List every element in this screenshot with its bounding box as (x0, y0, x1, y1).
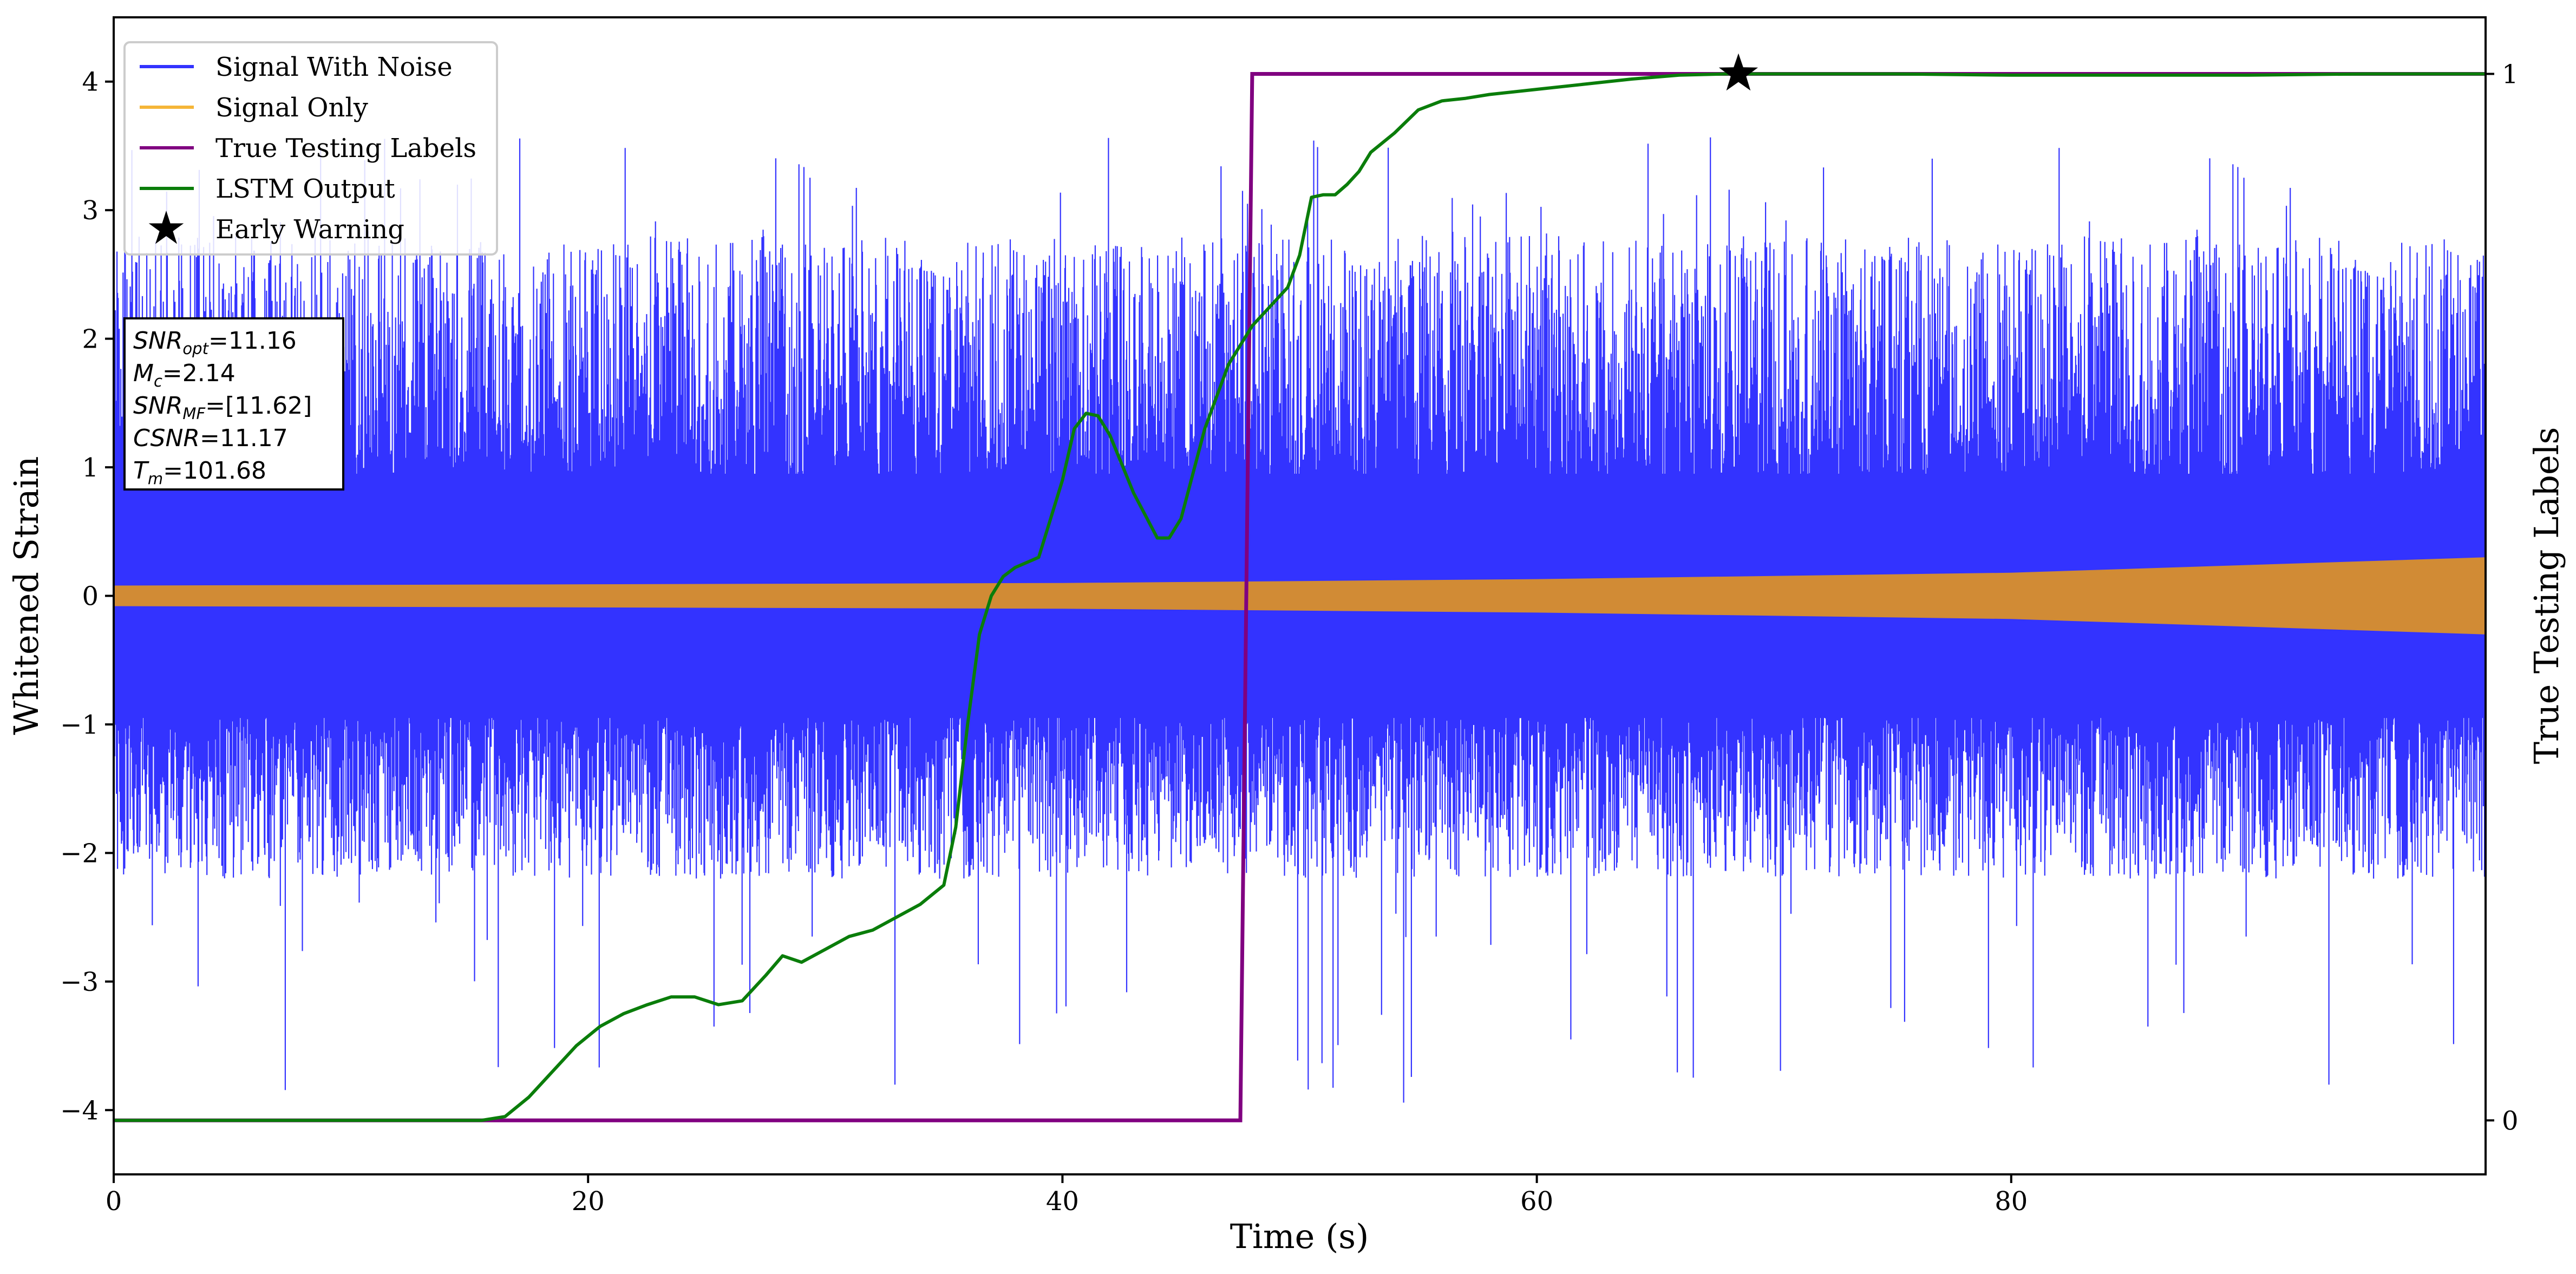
legend-box (123, 41, 498, 256)
right-tick-label-0: 0 (2502, 1106, 2519, 1136)
legend: Signal With Noise Signal Only True Testing… (123, 41, 498, 256)
y-tick-label-0: −4 (60, 1095, 99, 1126)
y-tick-label-1: −3 (60, 967, 99, 997)
y-tick-label-6: 2 (82, 324, 99, 355)
x-axis-ticks: 0 20 40 60 80 (106, 1174, 2028, 1217)
right-tick-label-1: 1 (2502, 59, 2519, 89)
series-lstm-output (114, 72, 2486, 1122)
x-tick-label-0: 0 (106, 1186, 122, 1217)
legend-label-0: Signal With Noise (215, 52, 453, 82)
x-tick-label-4: 80 (1995, 1186, 2028, 1217)
legend-label-4: Early Warning (215, 214, 404, 245)
legend-entry-4: Early Warning (148, 211, 404, 245)
info-box: SNRopt=11.16 Mc=2.14 SNRMF=[11.62] CSNR=… (123, 317, 344, 491)
legend-entry-1: Signal Only (140, 93, 368, 123)
x-tick-label-3: 60 (1520, 1186, 1553, 1217)
right-axis-label: True Testing Labels (2527, 427, 2566, 765)
x-tick-label-2: 40 (1046, 1186, 1079, 1217)
y-tick-label-2: −2 (60, 838, 99, 868)
early-warning-star-marker (1718, 53, 1758, 91)
info-mc: Mc=2.14 (133, 360, 236, 390)
legend-entry-0: Signal With Noise (140, 52, 453, 82)
plot-series (114, 53, 2486, 1122)
legend-label-2: True Testing Labels (215, 133, 476, 164)
series-signal-only (114, 557, 2486, 635)
right-axis-ticks: 01 (2486, 59, 2519, 1136)
y-tick-label-3: −1 (60, 710, 99, 740)
legend-entry-2: True Testing Labels (140, 133, 476, 164)
info-snr-opt: SNRopt=11.16 (133, 327, 297, 358)
y-tick-label-7: 3 (82, 195, 99, 226)
legend-entry-3: LSTM Output (140, 174, 395, 204)
y-tick-label-8: 4 (82, 67, 99, 97)
legend-star-icon (148, 211, 184, 244)
info-csnr: CSNR=11.17 (133, 424, 288, 452)
info-tm: Tm=101.68 (133, 457, 266, 488)
x-tick-label-1: 20 (572, 1186, 605, 1217)
y-tick-label-4: 0 (82, 582, 99, 612)
legend-label-3: LSTM Output (215, 174, 395, 204)
y-axis-ticks: −4 −3 −2 −1 0 1 2 3 4 (60, 67, 114, 1126)
info-snr-mf: SNRMF=[11.62] (133, 392, 312, 423)
y-tick-label-5: 1 (82, 453, 99, 483)
x-axis-label: Time (s) (1230, 1217, 1369, 1256)
legend-label-1: Signal Only (215, 93, 368, 123)
y-axis-label: Whitened Strain (6, 456, 46, 735)
